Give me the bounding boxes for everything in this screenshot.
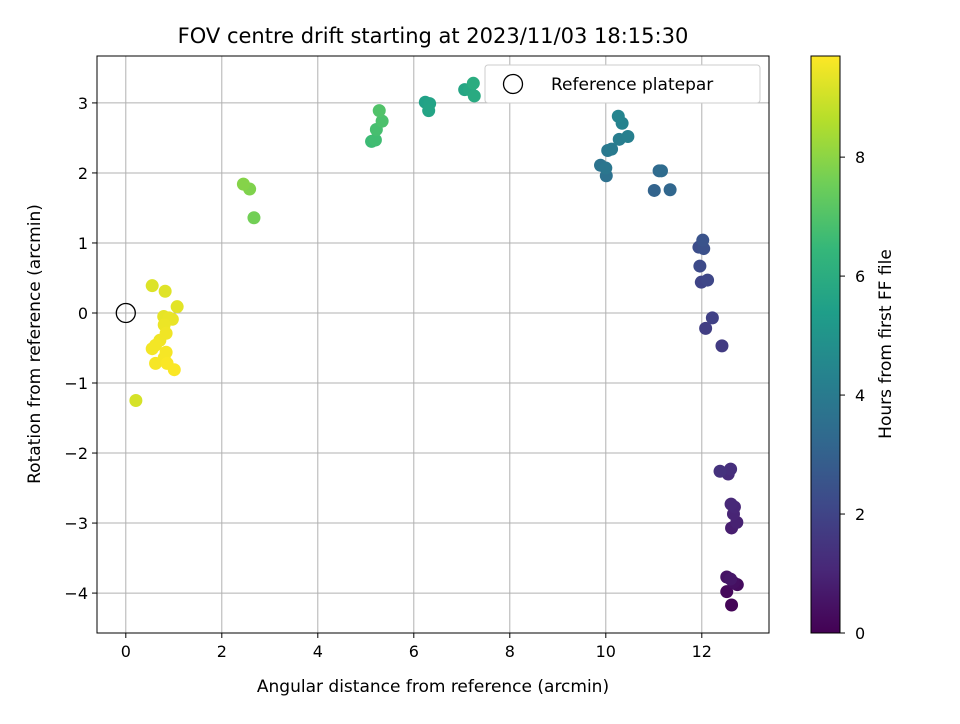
y-tick-label: −3 [64, 514, 88, 533]
colorbar-ticks: 0 2 4 6 8 [840, 148, 865, 643]
data-point [145, 342, 159, 356]
y-tick-label: −2 [64, 444, 88, 463]
x-tick-label: 0 [121, 642, 131, 661]
x-tick-label: 8 [505, 642, 515, 661]
y-axis-label: Rotation from reference (arcmin) [25, 204, 45, 484]
data-point [713, 464, 727, 478]
data-point [611, 109, 625, 123]
data-point [158, 284, 172, 298]
data-point [247, 211, 261, 225]
x-axis-label: Angular distance from reference (arcmin) [257, 677, 609, 697]
data-point [145, 279, 159, 293]
x-tick-label: 4 [313, 642, 323, 661]
x-axis: 0 2 4 6 8 10 12 [121, 633, 712, 661]
data-point [129, 394, 143, 408]
legend-box [484, 64, 761, 104]
data-point [696, 233, 710, 247]
grid [97, 56, 769, 633]
data-point [236, 177, 250, 191]
data-point [724, 572, 738, 586]
x-tick-label: 2 [217, 642, 227, 661]
data-point [701, 273, 715, 287]
data-point [693, 259, 707, 273]
colorbar-tick-label: 6 [855, 267, 865, 286]
y-tick-label: −4 [64, 584, 88, 603]
data-point [647, 183, 661, 197]
data-point [372, 104, 386, 118]
data-point [167, 363, 181, 377]
colorbar-tick-label: 2 [855, 505, 865, 524]
data-point [149, 356, 163, 370]
y-tick-label: 3 [78, 94, 88, 113]
colorbar-label: Hours from first FF file [876, 249, 896, 439]
legend-marker-icon [502, 73, 524, 95]
legend-label: Reference platepar [551, 75, 713, 95]
data-point [699, 321, 713, 335]
data-point [705, 311, 719, 325]
chart-title: FOV centre drift starting at 2023/11/03 … [178, 24, 689, 48]
data-point [467, 89, 481, 103]
x-tick-label: 10 [596, 642, 616, 661]
colorbar-tick-label: 4 [855, 386, 865, 405]
data-point [422, 104, 436, 118]
y-tick-label: −1 [64, 374, 88, 393]
colorbar: 0 2 4 6 8 Hours from first FF file [810, 55, 896, 643]
x-tick-label: 12 [692, 642, 712, 661]
data-point [724, 497, 738, 511]
data-point [368, 133, 382, 147]
data-point [725, 598, 739, 612]
data-point [663, 183, 677, 197]
data-point [720, 585, 734, 599]
data-point [654, 164, 668, 178]
data-point [724, 462, 738, 476]
y-tick-label: 2 [78, 164, 88, 183]
data-point [605, 142, 619, 156]
colorbar-gradient [810, 55, 841, 634]
reference-platepar-marker [115, 302, 136, 324]
data-point [466, 76, 480, 90]
data-point [715, 339, 729, 353]
data-point [170, 300, 184, 314]
y-tick-label: 1 [78, 234, 88, 253]
data-point [621, 130, 635, 144]
y-tick-label: 0 [78, 304, 88, 323]
y-axis: −4 −3 −2 −1 0 1 2 3 [64, 94, 97, 603]
data-point [599, 161, 613, 175]
reference-marker-group [115, 302, 136, 324]
plot-frame [96, 55, 770, 634]
data-point [375, 114, 389, 128]
colorbar-tick-label: 8 [855, 148, 865, 167]
colorbar-tick-label: 0 [855, 624, 865, 643]
legend: Reference platepar [484, 64, 761, 104]
data-points [129, 76, 744, 612]
x-tick-label: 6 [409, 642, 419, 661]
